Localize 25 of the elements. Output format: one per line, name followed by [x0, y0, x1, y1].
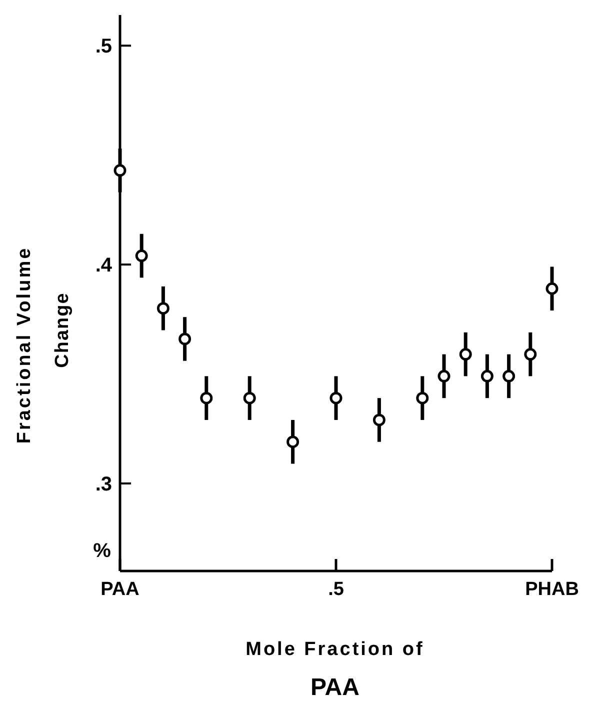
y-tick-label: .5: [95, 36, 112, 58]
point: [286, 436, 300, 448]
point: [416, 392, 429, 404]
point: [243, 392, 256, 404]
point: [330, 392, 342, 404]
point: [480, 370, 494, 382]
y-tick-label: .3: [95, 473, 112, 496]
x-tick-label: PHAB: [525, 579, 579, 600]
point: [459, 348, 472, 361]
point: [524, 348, 537, 361]
point: [178, 332, 192, 346]
x-tick-label: .5: [328, 579, 344, 600]
point: [438, 370, 450, 382]
point: [114, 164, 126, 177]
point: [135, 250, 148, 262]
point: [502, 370, 516, 382]
point: [200, 392, 213, 404]
y-tick-label: .4: [95, 254, 113, 277]
x-axis-title: Mole Fraction of PAA: [246, 639, 424, 701]
point: [156, 302, 170, 315]
text: %: [93, 540, 112, 562]
point: [372, 414, 386, 426]
y-axis-title: Fractional Volume Change: [14, 246, 73, 444]
x-tick-label: PAA: [100, 579, 140, 600]
point: [546, 282, 558, 295]
